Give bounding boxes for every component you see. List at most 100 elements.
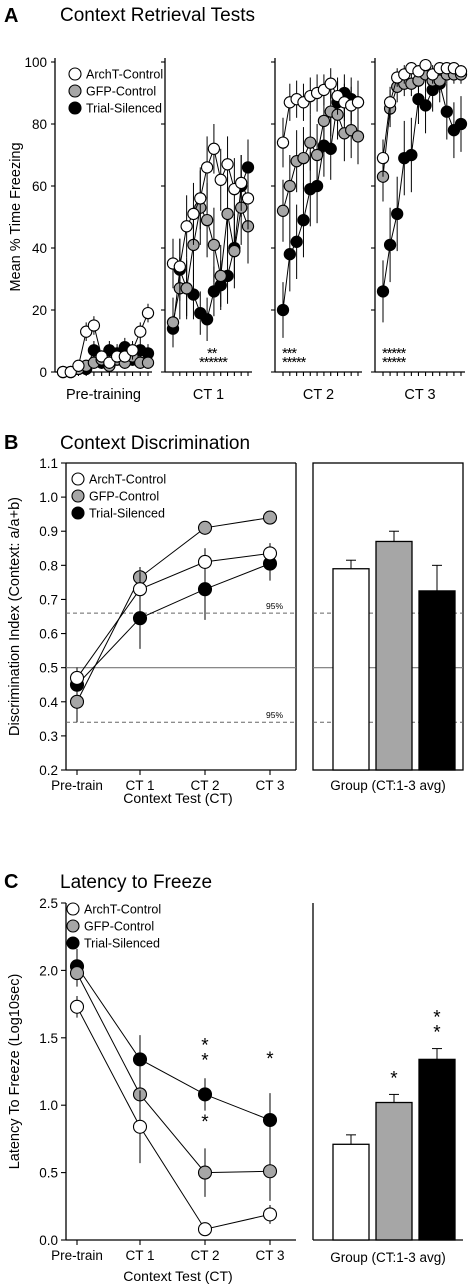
data-point [197, 1087, 213, 1102]
significance-marker: ***** [382, 345, 407, 362]
bar-gfp-control [375, 1101, 413, 1241]
data-point [214, 269, 227, 283]
y-tick-label: 0.5 [39, 661, 58, 676]
series-archt-control [276, 68, 365, 168]
data-point [200, 313, 214, 326]
series-line [76, 517, 271, 703]
data-point [351, 96, 365, 109]
data-point [180, 220, 193, 233]
data-point [376, 151, 390, 165]
x-axis-label: Group (CT:1-3 avg) [330, 1250, 446, 1265]
data-point [187, 207, 200, 221]
legend-label-archt-control: ArchT-Control [86, 68, 163, 82]
y-tick-label: 0.7 [39, 592, 58, 607]
data-point [132, 611, 148, 626]
chart-latency-bar: ***Group (CT:1-3 avg) [312, 903, 463, 1265]
data-point [69, 670, 85, 685]
data-point [197, 554, 213, 569]
chart-discrimination-bar: 95%95%Group (CT:1-3 avg) [312, 462, 464, 793]
series-archt-control [376, 58, 468, 177]
data-point [197, 1222, 213, 1237]
data-point [132, 582, 148, 597]
x-tick-label: CT 2 [190, 1248, 219, 1263]
significance-marker: *** [282, 345, 297, 362]
legend-label-archt-control: ArchT-Control [89, 473, 166, 487]
y-tick-label: 40 [32, 241, 47, 256]
x-axis-label: Context Test (CT) [123, 1268, 232, 1284]
y-tick-label: 60 [32, 179, 47, 194]
legend-label-gfp-control: GFP-Control [84, 920, 154, 934]
legend-marker-archt-control [66, 902, 80, 916]
x-axis-label: Context Test (CT) [123, 790, 232, 806]
series-line [76, 552, 271, 679]
x-axis-label: Group (CT:1-3 avg) [330, 778, 446, 793]
bar-trial-silenced [418, 1058, 456, 1241]
legend-label-gfp-control: GFP-Control [89, 490, 159, 504]
segment-ct-1: CT 1 ******** [161, 58, 255, 403]
segment-label: Pre-training [66, 387, 141, 403]
data-point [241, 192, 255, 205]
data-point [262, 1112, 278, 1128]
data-point [72, 359, 85, 372]
legend-label-archt-control: ArchT-Control [84, 903, 161, 917]
significance-marker: ***** [382, 354, 407, 371]
y-axis-label: Mean % Time Freezing [8, 142, 24, 291]
significance-marker: * [201, 1112, 209, 1133]
series-archt-control [166, 124, 255, 295]
data-point [197, 1165, 213, 1180]
series-trial-silenced [69, 546, 278, 702]
panel-a-title: Context Retrieval Tests [60, 5, 255, 26]
data-point [297, 213, 310, 227]
data-point [283, 179, 296, 193]
significance-marker: * [266, 1049, 274, 1070]
significance-marker: * [201, 1035, 209, 1056]
legend-marker-archt-control [71, 472, 85, 486]
data-point [69, 966, 85, 981]
y-tick-label: 1.0 [39, 490, 58, 505]
data-point [221, 207, 234, 221]
data-point [276, 204, 290, 217]
legend-label-gfp-control: GFP-Control [86, 85, 156, 99]
data-point [276, 136, 290, 149]
y-tick-label: 0.6 [39, 627, 58, 642]
y-tick-label: 0 [39, 365, 47, 380]
segment-label: CT 3 [404, 387, 435, 403]
data-point [207, 238, 221, 252]
legend-label-trial-silenced: Trial-Silenced [84, 937, 160, 951]
panel-b-letter: B [4, 432, 18, 454]
series-trial-silenced [376, 65, 468, 323]
data-point [173, 260, 186, 273]
series-line [76, 966, 271, 1121]
series-line [76, 972, 271, 1174]
y-tick-label: 0.0 [39, 1233, 58, 1248]
legend-marker-trial-silenced [71, 506, 85, 520]
data-point [376, 285, 390, 298]
data-point [324, 142, 337, 155]
x-tick-label: Pre-train [51, 778, 103, 793]
data-point [391, 207, 404, 221]
data-point [194, 192, 207, 205]
data-point [262, 510, 278, 525]
panel-c-title: Latency to Freeze [60, 872, 212, 893]
reference-line-label: 95% [266, 710, 283, 720]
significance-marker: * [433, 1023, 441, 1044]
data-point [324, 77, 337, 90]
significance-marker: ***** [282, 354, 307, 371]
y-axis-label: Discrimination Index (Context: a/a+b) [7, 497, 23, 736]
data-point [419, 58, 432, 72]
legend-marker-archt-control [68, 67, 82, 81]
data-point [180, 282, 193, 295]
y-tick-label: 0.5 [39, 1166, 58, 1181]
legend-label-trial-silenced: Trial-Silenced [86, 102, 162, 116]
legend-marker-trial-silenced [66, 936, 80, 950]
data-point [69, 694, 85, 709]
y-tick-label: 0.4 [39, 695, 58, 710]
data-point [126, 344, 139, 357]
y-tick-label: 1.1 [39, 456, 58, 471]
y-tick-label: 80 [32, 117, 47, 132]
segment-pre-training: Pre-training [51, 58, 155, 403]
data-point [228, 244, 241, 258]
series-line [76, 1006, 271, 1230]
legend-marker-gfp-control [66, 919, 80, 933]
